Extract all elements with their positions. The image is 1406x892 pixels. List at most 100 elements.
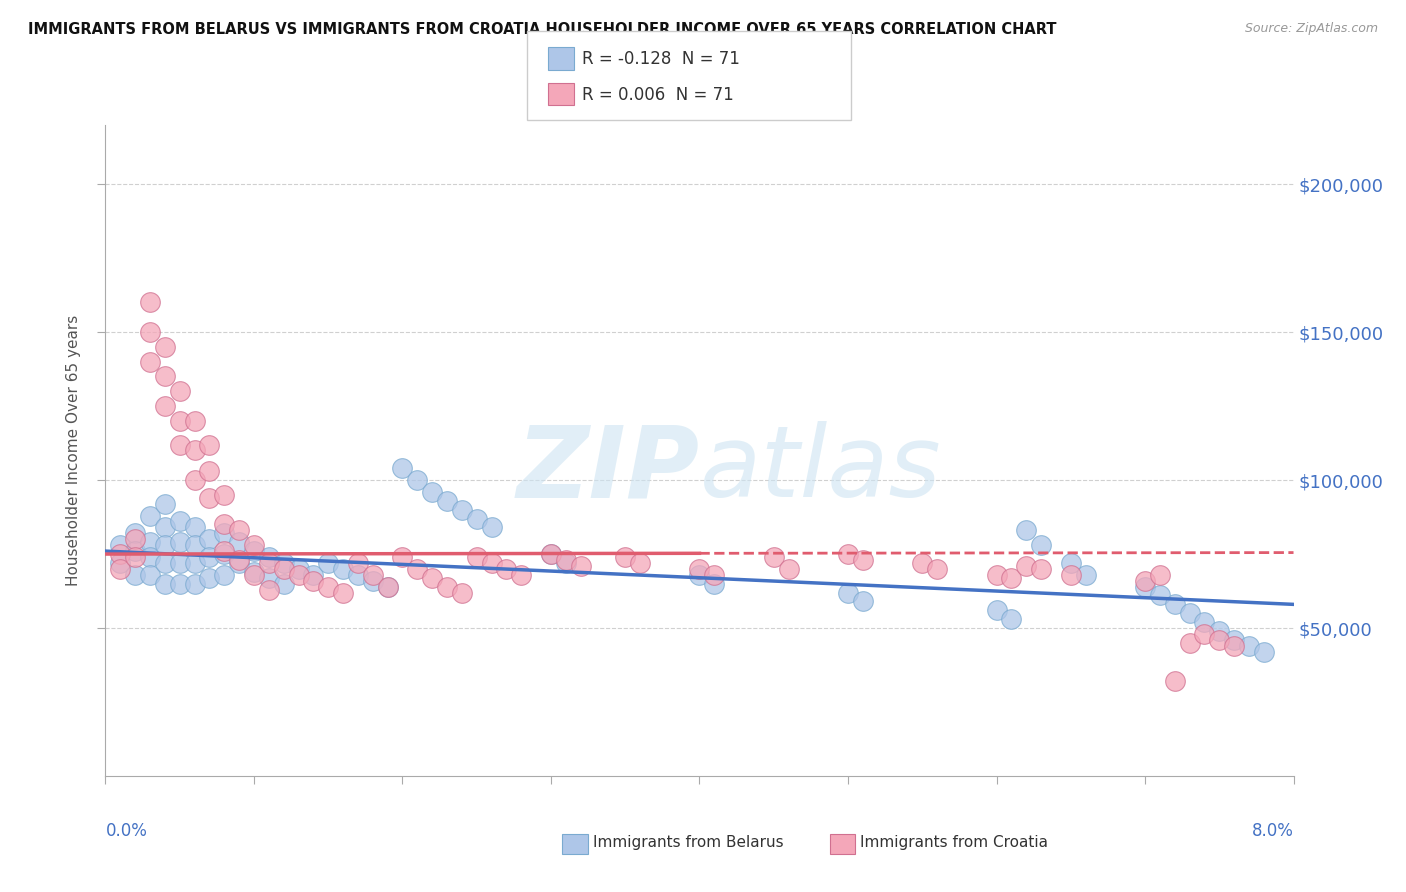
Point xyxy=(110,556,132,570)
Point xyxy=(852,553,875,567)
Point xyxy=(169,515,191,529)
Text: R = 0.006  N = 71: R = 0.006 N = 71 xyxy=(582,86,734,103)
Point xyxy=(1133,574,1156,588)
Text: R = -0.128  N = 71: R = -0.128 N = 71 xyxy=(582,50,740,68)
Point xyxy=(1253,645,1275,659)
Point xyxy=(214,547,236,561)
Point xyxy=(139,549,162,564)
Point xyxy=(361,567,384,582)
Point xyxy=(169,384,191,399)
Point xyxy=(153,556,176,570)
Text: Immigrants from Croatia: Immigrants from Croatia xyxy=(860,836,1049,850)
Point xyxy=(169,437,191,451)
Text: Immigrants from Belarus: Immigrants from Belarus xyxy=(593,836,785,850)
Point xyxy=(332,585,354,599)
Point xyxy=(316,580,339,594)
Point xyxy=(169,576,191,591)
Point xyxy=(257,549,280,564)
Point xyxy=(124,544,146,558)
Point xyxy=(1178,636,1201,650)
Point xyxy=(1223,632,1246,647)
Point xyxy=(1060,567,1083,582)
Point xyxy=(153,538,176,552)
Point xyxy=(450,585,472,599)
Point xyxy=(703,567,725,582)
Point xyxy=(214,526,236,541)
Point xyxy=(540,547,562,561)
Point xyxy=(302,567,325,582)
Point xyxy=(1015,558,1038,573)
Point xyxy=(1133,580,1156,594)
Point xyxy=(198,549,221,564)
Point xyxy=(986,603,1008,617)
Point xyxy=(273,562,295,576)
Point xyxy=(257,582,280,597)
Point xyxy=(139,535,162,549)
Point xyxy=(391,461,413,475)
Point xyxy=(214,567,236,582)
Point xyxy=(1237,639,1260,653)
Point xyxy=(316,556,339,570)
Point xyxy=(198,571,221,585)
Point xyxy=(420,571,443,585)
Point xyxy=(1194,615,1216,629)
Point xyxy=(228,553,250,567)
Point xyxy=(481,520,503,534)
Point xyxy=(1015,524,1038,538)
Point xyxy=(139,325,162,339)
Point xyxy=(273,556,295,570)
Point xyxy=(762,549,785,564)
Point xyxy=(778,562,800,576)
Point xyxy=(1223,639,1246,653)
Point xyxy=(124,567,146,582)
Point xyxy=(450,502,472,516)
Point xyxy=(110,538,132,552)
Point xyxy=(614,549,637,564)
Point xyxy=(153,340,176,354)
Point xyxy=(153,369,176,384)
Point xyxy=(214,544,236,558)
Point xyxy=(287,562,309,576)
Point xyxy=(139,567,162,582)
Point xyxy=(228,524,250,538)
Point xyxy=(110,547,132,561)
Point xyxy=(1208,632,1230,647)
Point xyxy=(1074,567,1097,582)
Point xyxy=(1208,624,1230,638)
Point xyxy=(927,562,949,576)
Point xyxy=(139,508,162,523)
Point xyxy=(169,414,191,428)
Point xyxy=(911,556,934,570)
Point xyxy=(110,562,132,576)
Point xyxy=(183,520,205,534)
Y-axis label: Householder Income Over 65 years: Householder Income Over 65 years xyxy=(66,315,82,586)
Point xyxy=(628,556,651,570)
Point xyxy=(465,549,488,564)
Point xyxy=(183,538,205,552)
Point xyxy=(1194,627,1216,641)
Point xyxy=(1164,598,1187,612)
Point xyxy=(554,553,576,567)
Point xyxy=(257,556,280,570)
Point xyxy=(420,484,443,499)
Point xyxy=(214,517,236,532)
Point xyxy=(837,547,859,561)
Point xyxy=(124,549,146,564)
Point xyxy=(347,567,370,582)
Point xyxy=(198,491,221,505)
Point xyxy=(1000,571,1022,585)
Point xyxy=(257,571,280,585)
Point xyxy=(243,544,266,558)
Point xyxy=(153,520,176,534)
Point xyxy=(554,556,576,570)
Point xyxy=(183,414,205,428)
Text: 0.0%: 0.0% xyxy=(105,822,148,839)
Point xyxy=(986,567,1008,582)
Point xyxy=(510,567,533,582)
Point xyxy=(214,488,236,502)
Text: Source: ZipAtlas.com: Source: ZipAtlas.com xyxy=(1244,22,1378,36)
Point xyxy=(243,538,266,552)
Point xyxy=(1178,607,1201,621)
Point xyxy=(540,547,562,561)
Point xyxy=(1164,674,1187,689)
